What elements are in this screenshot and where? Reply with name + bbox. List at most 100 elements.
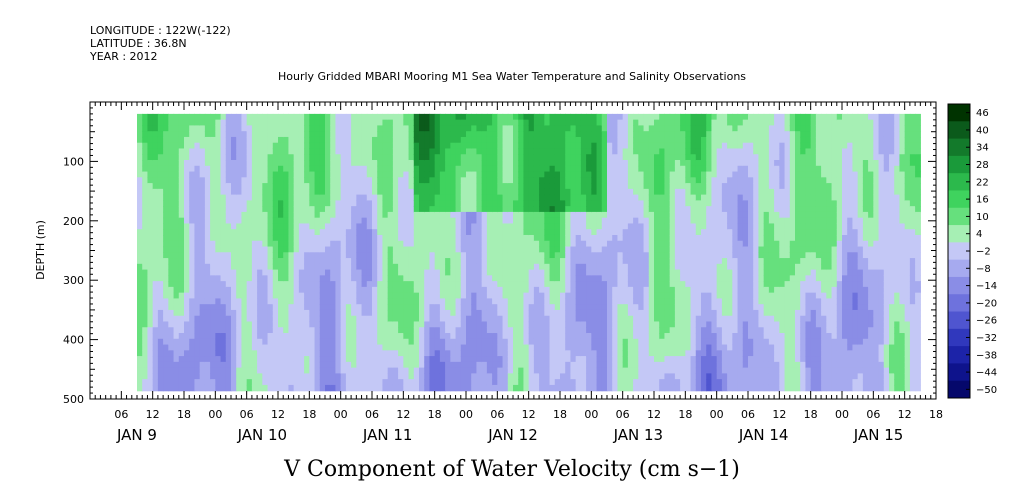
heatmap-cell <box>142 338 149 346</box>
heatmap-cell <box>586 333 592 340</box>
heatmap-cell <box>168 206 175 213</box>
heatmap-cell <box>607 165 613 173</box>
heatmap-cell <box>544 333 551 340</box>
heatmap-cell <box>304 304 310 311</box>
heatmap-cell <box>664 125 671 132</box>
heatmap-cell <box>648 211 655 219</box>
heatmap-cell <box>137 384 143 392</box>
heatmap-cell <box>356 142 363 150</box>
heatmap-cell <box>272 136 279 144</box>
heatmap-cell <box>607 131 613 138</box>
heatmap-cell <box>325 119 331 127</box>
heatmap-cell <box>497 188 504 196</box>
heatmap-cell <box>335 252 342 259</box>
heatmap-cell <box>173 252 180 259</box>
heatmap-cell <box>215 223 222 230</box>
heatmap-cell <box>591 113 598 121</box>
heatmap-cell <box>434 177 441 184</box>
heatmap-cell <box>189 113 196 121</box>
heatmap-cell <box>142 148 149 155</box>
heatmap-cell <box>178 327 185 334</box>
heatmap-cell <box>361 281 368 288</box>
heatmap-cell <box>288 119 295 127</box>
heatmap-cell <box>492 263 498 271</box>
heatmap-cell <box>231 183 237 190</box>
heatmap-cell <box>601 171 608 178</box>
heatmap-cell <box>163 356 169 363</box>
heatmap-cell <box>372 350 378 357</box>
heatmap-cell <box>424 136 431 144</box>
heatmap-cell <box>424 194 431 201</box>
heatmap-cell <box>533 281 540 288</box>
heatmap-cell <box>580 234 587 242</box>
heatmap-cell <box>617 171 624 178</box>
heatmap-cell <box>507 315 514 323</box>
heatmap-cell <box>309 286 316 294</box>
heatmap-cell <box>309 281 316 288</box>
heatmap-cell <box>419 171 425 178</box>
heatmap-cell <box>575 234 582 242</box>
heatmap-cell <box>304 229 310 236</box>
heatmap-cell <box>674 292 681 300</box>
heatmap-cell <box>424 338 431 346</box>
heatmap-cell <box>361 131 368 138</box>
heatmap-cell <box>539 379 545 386</box>
heatmap-cell <box>246 234 253 242</box>
heatmap-cell <box>361 327 368 334</box>
heatmap-cell <box>539 217 545 225</box>
heatmap-cell <box>236 200 243 207</box>
heatmap-cell <box>157 183 164 190</box>
heatmap-cell <box>236 379 243 386</box>
heatmap-cell <box>622 344 629 351</box>
heatmap-cell <box>586 361 592 369</box>
heatmap-cell <box>283 281 290 288</box>
heatmap-cell <box>471 333 478 340</box>
heatmap-cell <box>429 113 436 121</box>
heatmap-cell <box>408 356 415 363</box>
heatmap-cell <box>168 315 175 323</box>
heatmap-cell <box>319 119 326 127</box>
heatmap-cell <box>184 211 190 219</box>
heatmap-cell <box>361 309 368 317</box>
heatmap-cell <box>622 240 629 248</box>
heatmap-cell <box>481 234 488 242</box>
heatmap-cell <box>137 321 143 328</box>
heatmap-cell <box>434 131 441 138</box>
heatmap-cell <box>304 119 310 127</box>
heatmap-cell <box>669 286 676 294</box>
heatmap-cell <box>643 183 650 190</box>
heatmap-cell <box>319 327 326 334</box>
heatmap-cell <box>586 234 592 242</box>
heatmap-cell <box>570 223 577 230</box>
heatmap-cell <box>643 240 650 248</box>
heatmap-cell <box>460 304 467 311</box>
heatmap-cell <box>304 160 310 167</box>
heatmap-cell <box>403 125 410 132</box>
heatmap-cell <box>528 136 535 144</box>
heatmap-cell <box>293 252 300 259</box>
heatmap-cell <box>398 113 404 121</box>
heatmap-cell <box>481 373 488 380</box>
heatmap-cell <box>674 229 681 236</box>
heatmap-cell <box>659 304 666 311</box>
heatmap-cell <box>507 171 514 178</box>
heatmap-cell <box>283 333 290 340</box>
heatmap-cell <box>669 165 676 173</box>
heatmap-cell <box>351 206 357 213</box>
heatmap-cell <box>580 171 587 178</box>
heatmap-cell <box>225 298 232 305</box>
heatmap-cell <box>340 327 347 334</box>
heatmap-cell <box>528 304 535 311</box>
heatmap-cell <box>471 367 478 374</box>
heatmap-cell <box>528 286 535 294</box>
heatmap-cell <box>622 315 629 323</box>
heatmap-cell <box>434 154 441 161</box>
heatmap-cell <box>612 258 619 265</box>
heatmap-cell <box>272 269 279 276</box>
heatmap-cell <box>549 384 556 392</box>
heatmap-cell <box>246 269 253 276</box>
heatmap-cell <box>184 384 190 392</box>
heatmap-cell <box>476 165 483 173</box>
heatmap-cell <box>466 165 472 173</box>
heatmap-cell <box>533 165 540 173</box>
